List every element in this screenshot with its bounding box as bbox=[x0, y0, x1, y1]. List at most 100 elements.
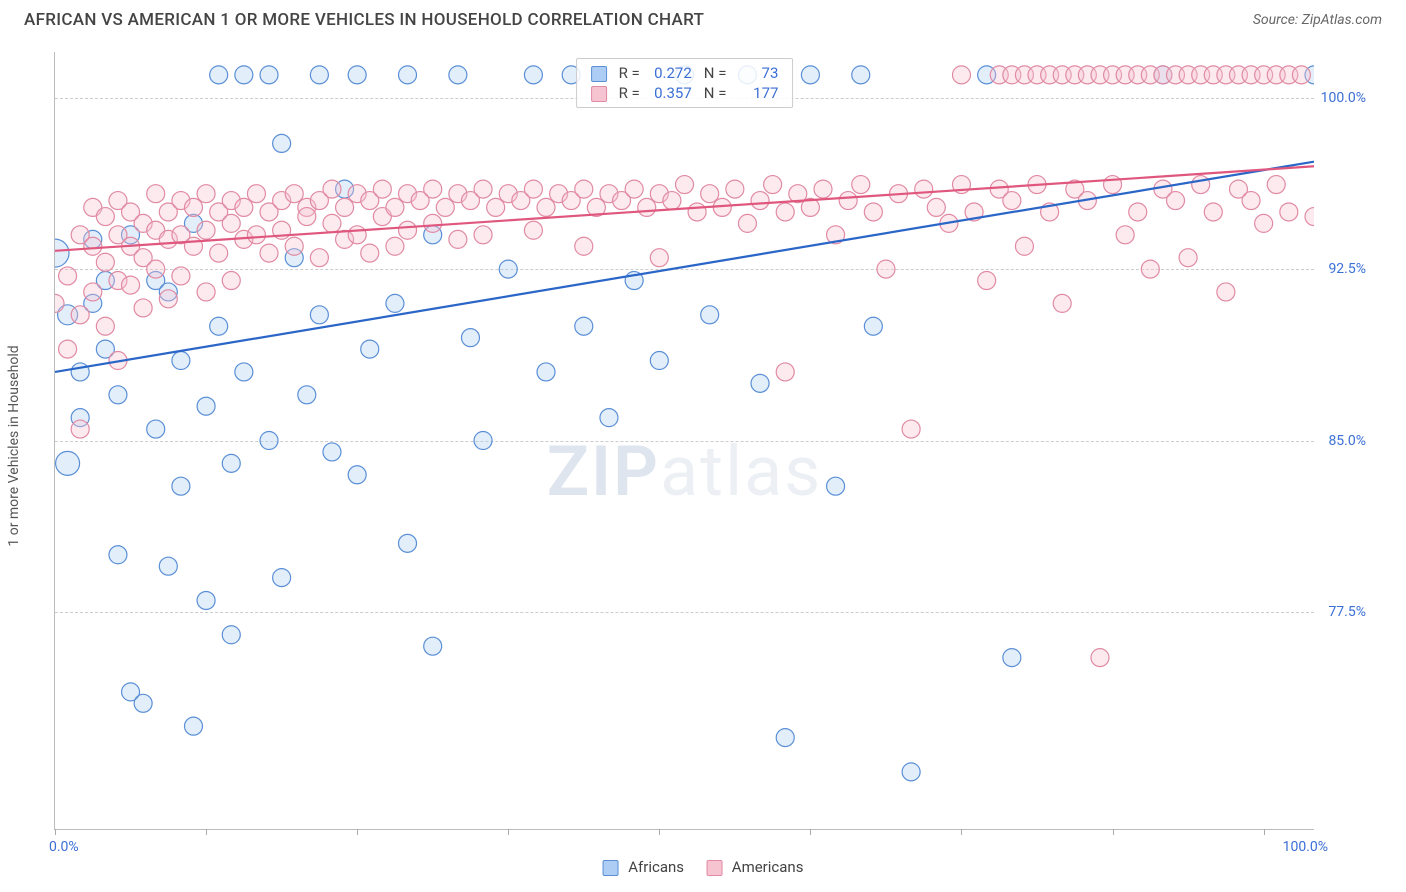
scatter-point-africans bbox=[310, 306, 328, 324]
x-tick bbox=[659, 829, 660, 835]
x-tick bbox=[1264, 829, 1265, 835]
scatter-point-americans bbox=[197, 221, 215, 239]
scatter-point-americans bbox=[71, 420, 89, 438]
scatter-point-americans bbox=[122, 276, 140, 294]
scatter-point-americans bbox=[84, 283, 102, 301]
x-tick bbox=[810, 829, 811, 835]
scatter-point-americans bbox=[663, 192, 681, 210]
plot-region: ZIPatlas R = 0.272 N = 73 R = 0.357 N = … bbox=[54, 52, 1374, 830]
scatter-point-americans bbox=[323, 214, 341, 232]
scatter-point-americans bbox=[726, 180, 744, 198]
scatter-point-americans bbox=[751, 192, 769, 210]
scatter-point-africans bbox=[323, 443, 341, 461]
scatter-point-africans bbox=[499, 260, 517, 278]
y-tick-label: 77.5% bbox=[1328, 604, 1366, 620]
scatter-point-americans bbox=[147, 185, 165, 203]
scatter-point-americans bbox=[1141, 260, 1159, 278]
scatter-point-americans bbox=[650, 249, 668, 267]
scatter-point-americans bbox=[524, 221, 542, 239]
scatter-point-africans bbox=[172, 352, 190, 370]
legend-r-americans: 0.357 bbox=[652, 84, 692, 102]
scatter-point-africans bbox=[273, 134, 291, 152]
scatter-point-americans bbox=[1167, 192, 1185, 210]
scatter-point-americans bbox=[285, 237, 303, 255]
scatter-point-americans bbox=[537, 198, 555, 216]
scatter-point-americans bbox=[1292, 66, 1310, 84]
scatter-point-africans bbox=[1003, 649, 1021, 667]
scatter-point-americans bbox=[764, 176, 782, 194]
scatter-point-africans bbox=[575, 317, 593, 335]
scatter-point-americans bbox=[59, 340, 77, 358]
scatter-point-americans bbox=[96, 208, 114, 226]
scatter-point-africans bbox=[109, 386, 127, 404]
scatter-point-americans bbox=[424, 180, 442, 198]
scatter-point-americans bbox=[197, 283, 215, 301]
chart-source: Source: ZipAtlas.com bbox=[1253, 12, 1382, 28]
scatter-point-americans bbox=[952, 66, 970, 84]
scatter-point-americans bbox=[1267, 176, 1285, 194]
scatter-point-americans bbox=[310, 249, 328, 267]
scatter-point-africans bbox=[751, 374, 769, 392]
x-tick bbox=[1113, 829, 1114, 835]
scatter-point-americans bbox=[222, 214, 240, 232]
scatter-point-americans bbox=[688, 203, 706, 221]
scatter-point-africans bbox=[461, 329, 479, 347]
scatter-point-americans bbox=[59, 267, 77, 285]
scatter-point-africans bbox=[260, 66, 278, 84]
scatter-point-americans bbox=[978, 272, 996, 290]
scatter-point-americans bbox=[1091, 649, 1109, 667]
x-axis-max-label: 100.0% bbox=[1283, 839, 1328, 855]
legend-stats-row-africans: R = 0.272 N = 73 bbox=[585, 63, 785, 83]
scatter-point-africans bbox=[348, 466, 366, 484]
scatter-point-africans bbox=[864, 317, 882, 335]
scatter-point-americans bbox=[336, 198, 354, 216]
scatter-point-americans bbox=[361, 244, 379, 262]
legend-stats: R = 0.272 N = 73 R = 0.357 N = 177 bbox=[576, 58, 794, 108]
scatter-point-americans bbox=[172, 267, 190, 285]
x-tick bbox=[961, 829, 962, 835]
scatter-point-africans bbox=[260, 432, 278, 450]
legend-r-label: R = bbox=[613, 83, 646, 103]
legend-label-africans: Africans bbox=[628, 858, 684, 876]
scatter-point-americans bbox=[449, 230, 467, 248]
scatter-point-americans bbox=[738, 214, 756, 232]
scatter-point-americans bbox=[1116, 226, 1134, 244]
scatter-point-africans bbox=[197, 591, 215, 609]
scatter-point-africans bbox=[348, 66, 366, 84]
scatter-point-americans bbox=[575, 237, 593, 255]
scatter-point-africans bbox=[159, 557, 177, 575]
scatter-point-americans bbox=[1280, 203, 1298, 221]
scatter-point-americans bbox=[71, 306, 89, 324]
scatter-point-americans bbox=[1003, 192, 1021, 210]
scatter-point-americans bbox=[298, 208, 316, 226]
scatter-point-americans bbox=[625, 180, 643, 198]
scatter-point-africans bbox=[55, 239, 69, 267]
scatter-point-americans bbox=[814, 180, 832, 198]
legend-n-africans: 73 bbox=[738, 64, 778, 82]
x-tick bbox=[206, 829, 207, 835]
scatter-point-americans bbox=[877, 260, 895, 278]
scatter-point-americans bbox=[927, 198, 945, 216]
scatter-point-africans bbox=[310, 66, 328, 84]
scatter-point-americans bbox=[210, 244, 228, 262]
scatter-point-americans bbox=[399, 221, 417, 239]
scatter-point-americans bbox=[134, 299, 152, 317]
x-tick bbox=[508, 829, 509, 835]
scatter-point-americans bbox=[1217, 283, 1235, 301]
legend-swatch-americans bbox=[706, 860, 722, 876]
scatter-point-americans bbox=[676, 176, 694, 194]
scatter-point-africans bbox=[399, 534, 417, 552]
scatter-point-americans bbox=[247, 226, 265, 244]
legend-item-africans: Africans bbox=[603, 858, 685, 876]
scatter-point-africans bbox=[210, 317, 228, 335]
scatter-point-americans bbox=[701, 185, 719, 203]
legend-swatch-americans bbox=[591, 86, 607, 102]
legend-swatch-africans bbox=[591, 66, 607, 82]
scatter-point-americans bbox=[1204, 203, 1222, 221]
y-axis-label: 1 or more Vehicles in Household bbox=[6, 345, 22, 546]
scatter-point-americans bbox=[776, 363, 794, 381]
scatter-point-americans bbox=[1104, 176, 1122, 194]
legend-n-label: N = bbox=[698, 83, 733, 103]
scatter-point-americans bbox=[386, 237, 404, 255]
scatter-point-americans bbox=[902, 420, 920, 438]
